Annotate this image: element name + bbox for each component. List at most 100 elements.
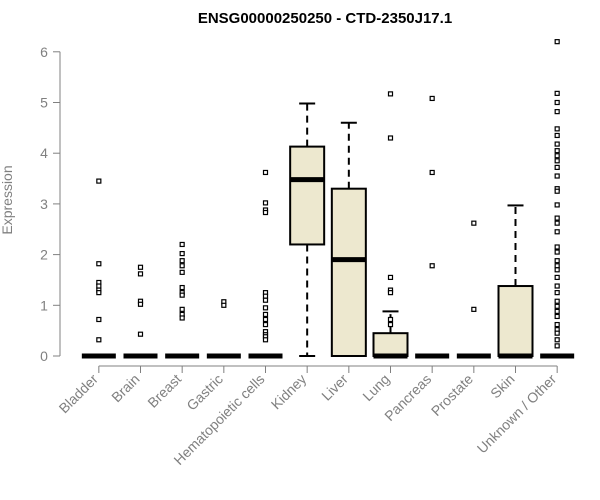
box-body [497, 285, 534, 357]
y-tick-label: 1 [40, 297, 48, 313]
outlier-point [387, 290, 394, 296]
outlier-point [554, 158, 560, 164]
boxes [81, 39, 575, 359]
outlier-point [429, 263, 435, 269]
outlier-point [429, 95, 435, 102]
outlier-point [387, 321, 394, 328]
outlier-point [137, 264, 144, 270]
outlier-point [554, 267, 560, 273]
x-tick-label: Breast [144, 371, 184, 411]
outlier-point [179, 284, 185, 291]
outlier-point [96, 261, 102, 267]
outlier-point [262, 200, 269, 206]
outlier-point [554, 148, 560, 154]
outlier-point [554, 229, 560, 235]
outlier-point [554, 202, 560, 208]
outlier-point [554, 39, 560, 45]
box-breast [165, 241, 200, 359]
outlier-point [179, 241, 185, 248]
outlier-point [554, 303, 560, 309]
outlier-point [554, 141, 560, 147]
outlier-point [137, 271, 144, 277]
outlier-point [554, 109, 560, 115]
y-tick-label: 5 [40, 95, 48, 111]
outlier-point [96, 178, 102, 184]
x-tick-label: Bladder [56, 371, 102, 417]
outlier-point [554, 99, 560, 106]
outlier-point [554, 132, 560, 139]
outlier-point [554, 188, 560, 194]
outlier-point [179, 315, 185, 321]
outlier-point [554, 173, 560, 179]
box-kidney [289, 102, 326, 357]
outlier-point [554, 126, 560, 132]
x-tick-label: Prostate [428, 371, 476, 419]
x-tick-label: Liver [318, 371, 351, 404]
outlier-point [387, 316, 394, 323]
outlier-point [179, 269, 185, 275]
box-brain [123, 264, 158, 359]
box-lung [372, 91, 409, 359]
box-body [289, 145, 326, 246]
outlier-point [262, 209, 269, 216]
box-body [330, 187, 367, 357]
outlier-point [554, 298, 560, 304]
y-tick-label: 6 [40, 44, 48, 60]
x-tick-label: Kidney [268, 371, 310, 413]
outlier-point [96, 316, 102, 323]
outlier-point [554, 249, 560, 255]
outlier-point [262, 297, 269, 303]
box-bladder [81, 178, 116, 359]
outlier-point [262, 316, 269, 323]
outlier-point [179, 306, 185, 312]
outlier-point [387, 274, 394, 281]
outlier-point [179, 258, 185, 264]
outlier-point [554, 258, 560, 264]
x-tick-label: Unknown / Other [474, 371, 560, 457]
box-pancreas [415, 95, 450, 359]
y-tick-label: 0 [40, 348, 48, 364]
box-gastric [206, 299, 241, 359]
outlier-point [137, 331, 144, 337]
y-tick-label: 2 [40, 247, 48, 263]
outlier-point [471, 220, 477, 226]
outlier-point [137, 301, 144, 307]
outlier-point [554, 283, 560, 289]
outlier-point [221, 302, 227, 308]
outlier-point [262, 321, 269, 328]
x-tick-label: Brain [108, 371, 142, 405]
outlier-point [554, 263, 560, 269]
box-body [372, 332, 409, 357]
x-tick-label: Skin [487, 371, 518, 402]
outlier-point [554, 274, 560, 281]
outlier-point [96, 337, 102, 343]
outlier-point [96, 283, 102, 289]
outlier-point [96, 290, 102, 296]
outlier-point [554, 153, 560, 159]
outlier-point [554, 330, 560, 336]
chart-title: ENSG00000250250 - CTD-2350J17.1 [198, 10, 452, 27]
box-liver [330, 121, 367, 357]
outlier-point [262, 311, 269, 318]
outlier-point [554, 321, 560, 328]
outlier-point [179, 263, 185, 269]
outlier-point [554, 90, 560, 96]
outlier-point [554, 220, 560, 226]
box-skin [497, 204, 534, 359]
outlier-point [262, 293, 269, 299]
box-hematopoietic-cells [248, 169, 283, 359]
box-unknown-other [540, 39, 575, 359]
y-tick-label: 3 [40, 196, 48, 212]
outlier-point [262, 337, 269, 343]
box-prostate [456, 220, 491, 359]
y-tick-label: 4 [40, 145, 48, 161]
outlier-point [554, 164, 560, 170]
outlier-point [387, 91, 394, 97]
outlier-point [387, 135, 394, 141]
outlier-point [554, 244, 560, 250]
outlier-point [262, 169, 269, 176]
outlier-point [554, 313, 560, 320]
